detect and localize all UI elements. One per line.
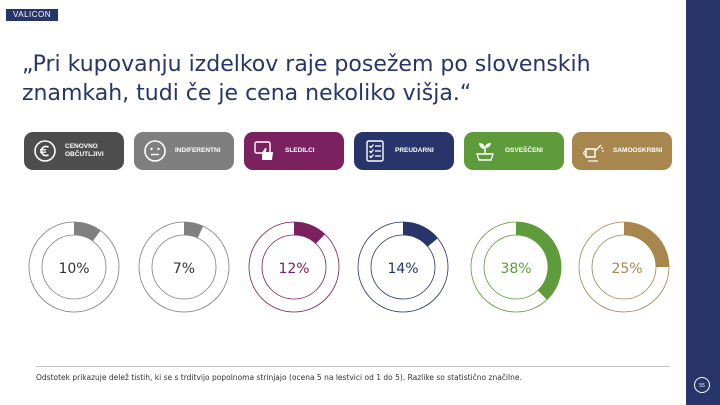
euro-icon [34,140,56,162]
donut-slice-osvesceni [516,222,561,300]
segment-badge-cenovno-obcutljivi: CENOVNO OBČUTLJIVI [24,132,124,170]
segment-label: OSVEŠČENI [505,147,543,154]
segment-badge-sledilci: SLEDILCI [244,132,344,170]
watering-can-icon [583,144,604,162]
checklist-icon [366,140,384,162]
segment-badge-osvesceni: OSVEŠČENI [464,132,564,170]
donut-slice-indiferentni [184,222,204,239]
valicon-logo: VALICON [6,9,58,21]
slide-title: „Pri kupovanju izdelkov raje posežem po … [22,52,591,106]
sprout-icon [476,143,494,161]
donut-label-preudarni: 14% [387,261,418,277]
right-accent-bar [686,0,720,405]
donut-label-sledilci: 12% [278,261,309,277]
donut-label-osvesceni: 38% [500,261,531,277]
segment-label: CENOVNO OBČUTLJIVI [65,143,104,158]
segment-badge-indiferentni: INDIFERENTNI [134,132,234,170]
segment-label: SAMOOSKRBNI [613,147,663,154]
donut-slice-preudarni [403,222,438,247]
donut-label-indiferentni: 7% [173,261,195,277]
neutral-face-icon [144,140,166,162]
segment-badge-preudarni: PREUDARNI [354,132,454,170]
footnote: Odstotek prikazuje delež tistih, ki se s… [36,373,522,382]
thumbs-up-icon [254,141,273,160]
donut-label-samooskrbni: 25% [611,261,642,277]
donut-label-cenovno-obcutljivi: 10% [58,261,89,277]
donut-slice-samooskrbni [624,222,669,267]
page-number: 55 [694,377,710,393]
segment-label: PREUDARNI [395,147,434,154]
footnote-divider [36,366,670,367]
donut-slice-sledilci [294,222,325,244]
donut-slice-cenovno-obcutljivi [74,222,101,242]
donut-charts: 10% 7% 12% 14% 38% 25% [28,221,670,313]
segment-badges: CENOVNO OBČUTLJIVI INDIFERENTNI SLEDILCI… [24,132,672,170]
segment-badge-samooskrbni: SAMOOSKRBNI [572,132,672,170]
segment-label: INDIFERENTNI [175,147,221,154]
segment-label: SLEDILCI [285,147,315,154]
